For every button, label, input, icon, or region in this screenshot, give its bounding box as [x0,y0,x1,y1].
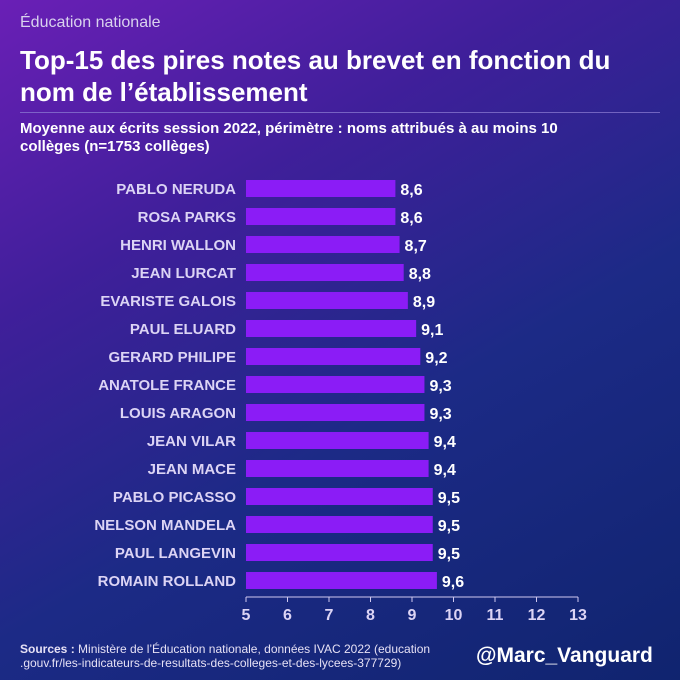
category-label: HENRI WALLON [120,237,236,254]
bar [246,348,421,365]
category-label: ANATOLE FRANCE [98,377,236,394]
x-tick-label: 10 [445,607,463,624]
x-tick-label: 11 [487,607,504,624]
category-label: PAUL ELUARD [130,321,236,338]
category-label: ROSA PARKS [138,209,236,226]
bar [246,572,437,589]
bar [246,180,396,197]
category-label: GERARD PHILIPE [108,349,236,366]
x-tick-label: 7 [325,607,334,624]
bar [246,320,417,337]
author-handle: @Marc_Vanguard [476,644,653,667]
data-label: 9,5 [438,490,460,507]
bar [246,264,404,281]
data-label: 9,6 [442,574,464,591]
data-label: 9,1 [421,322,443,339]
data-label: 8,6 [400,182,422,199]
title-divider [20,112,660,113]
category-label: PABLO NERUDA [116,181,236,198]
category-label: NELSON MANDELA [94,517,236,534]
data-label: 8,8 [409,266,431,283]
bar [246,488,433,505]
x-tick-label: 6 [283,607,292,624]
data-label: 9,4 [434,462,456,479]
x-tick-label: 13 [569,607,587,624]
category-label: PABLO PICASSO [113,489,236,506]
bar [246,404,425,421]
x-tick-label: 12 [528,607,546,624]
data-label: 9,2 [425,350,447,367]
category-label: PAUL LANGEVIN [115,545,236,562]
x-tick-label: 5 [242,607,251,624]
category-label: JEAN MACE [148,461,236,478]
data-label: 9,5 [438,518,460,535]
bar [246,516,433,533]
kicker: Éducation nationale [20,14,161,31]
data-label: 9,4 [434,434,456,451]
bar [246,544,433,561]
category-label: ROMAIN ROLLAND [98,573,236,590]
data-label: 9,3 [429,378,451,395]
x-tick-label: 9 [408,607,417,624]
bar [246,292,408,309]
data-label: 8,6 [400,210,422,227]
category-label: JEAN LURCAT [131,265,236,282]
bar [246,432,429,449]
chart-title: Top-15 des pires notes au brevet en fonc… [20,45,611,107]
category-label: LOUIS ARAGON [120,405,236,422]
sources-note: Sources : Ministère de l’Éducation natio… [20,642,460,670]
x-tick-label: 8 [366,607,375,624]
bar [246,376,425,393]
bar [246,460,429,477]
chart-subtitle: Moyenne aux écrits session 2022, périmèt… [20,120,558,155]
category-label: JEAN VILAR [147,433,236,450]
bar [246,208,396,225]
data-label: 8,7 [405,238,427,255]
data-label: 8,9 [413,294,435,311]
data-label: 9,5 [438,546,460,563]
bar [246,236,400,253]
category-label: EVARISTE GALOIS [100,293,236,310]
sources-text: Ministère de l’Éducation nationale, donn… [20,642,431,670]
sources-label: Sources : [20,642,75,656]
data-label: 9,3 [429,406,451,423]
